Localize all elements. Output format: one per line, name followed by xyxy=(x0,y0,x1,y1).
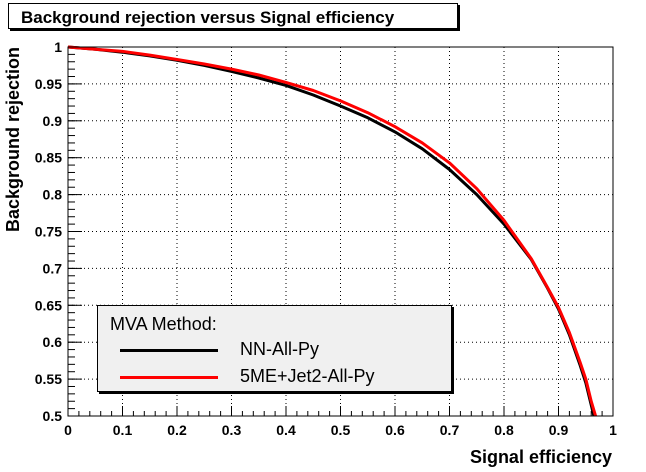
y-tick-label: 0.9 xyxy=(43,113,63,129)
x-tick-label: 1 xyxy=(609,422,617,438)
y-tick-label: 0.55 xyxy=(35,371,62,387)
legend-label-nn: NN-All-Py xyxy=(240,339,319,359)
x-tick-label: 0.1 xyxy=(113,422,133,438)
x-tick-label: 0.8 xyxy=(494,422,514,438)
ticks xyxy=(67,46,614,417)
y-tick-label: 0.95 xyxy=(35,76,62,92)
y-axis-title: Background rejection xyxy=(3,47,23,232)
legend-label-5me: 5ME+Jet2-All-Py xyxy=(240,366,375,386)
chart-title-box: Background rejection versus Signal effic… xyxy=(8,3,458,29)
y-tick-label: 0.8 xyxy=(43,187,63,203)
series-group xyxy=(67,45,598,417)
legend-line-nn xyxy=(120,349,218,352)
x-tick-label: 0.2 xyxy=(167,422,187,438)
y-tick-label: 0.65 xyxy=(35,297,62,313)
legend-entry-nn: NN-All-Py xyxy=(98,337,451,363)
legend-entry-5me: 5ME+Jet2-All-Py xyxy=(98,364,451,390)
y-tick-label: 0.75 xyxy=(35,224,62,240)
x-tick-label: 0.5 xyxy=(331,422,351,438)
y-tick-label: 1 xyxy=(54,39,62,55)
x-axis-title: Signal efficiency xyxy=(470,447,612,467)
x-tick-label: 0.4 xyxy=(276,422,296,438)
x-tick-label: 0.9 xyxy=(549,422,569,438)
x-tick-label: 0.7 xyxy=(440,422,460,438)
y-tick-label: 0.7 xyxy=(43,260,63,276)
x-tick-label: 0 xyxy=(64,422,72,438)
y-tick-label: 0.6 xyxy=(43,334,63,350)
x-tick-label: 0.3 xyxy=(222,422,242,438)
legend-title: MVA Method: xyxy=(110,314,217,334)
y-tick-label: 0.85 xyxy=(35,150,62,166)
legend-line-5me xyxy=(120,376,218,379)
legend: MVA Method: NN-All-Py 5ME+Jet2-All-Py xyxy=(97,305,452,392)
x-tick-label: 0.6 xyxy=(385,422,405,438)
y-tick-label: 0.5 xyxy=(43,408,63,424)
tick-labels: 0 0.1 0.2 0.3 0.4 0.5 0.6 0.7 0.8 0.9 1 0.5 0.55 0.6 0… xyxy=(35,39,617,438)
series-line-1 xyxy=(67,45,598,417)
chart-title: Background rejection versus Signal effic… xyxy=(21,8,395,27)
